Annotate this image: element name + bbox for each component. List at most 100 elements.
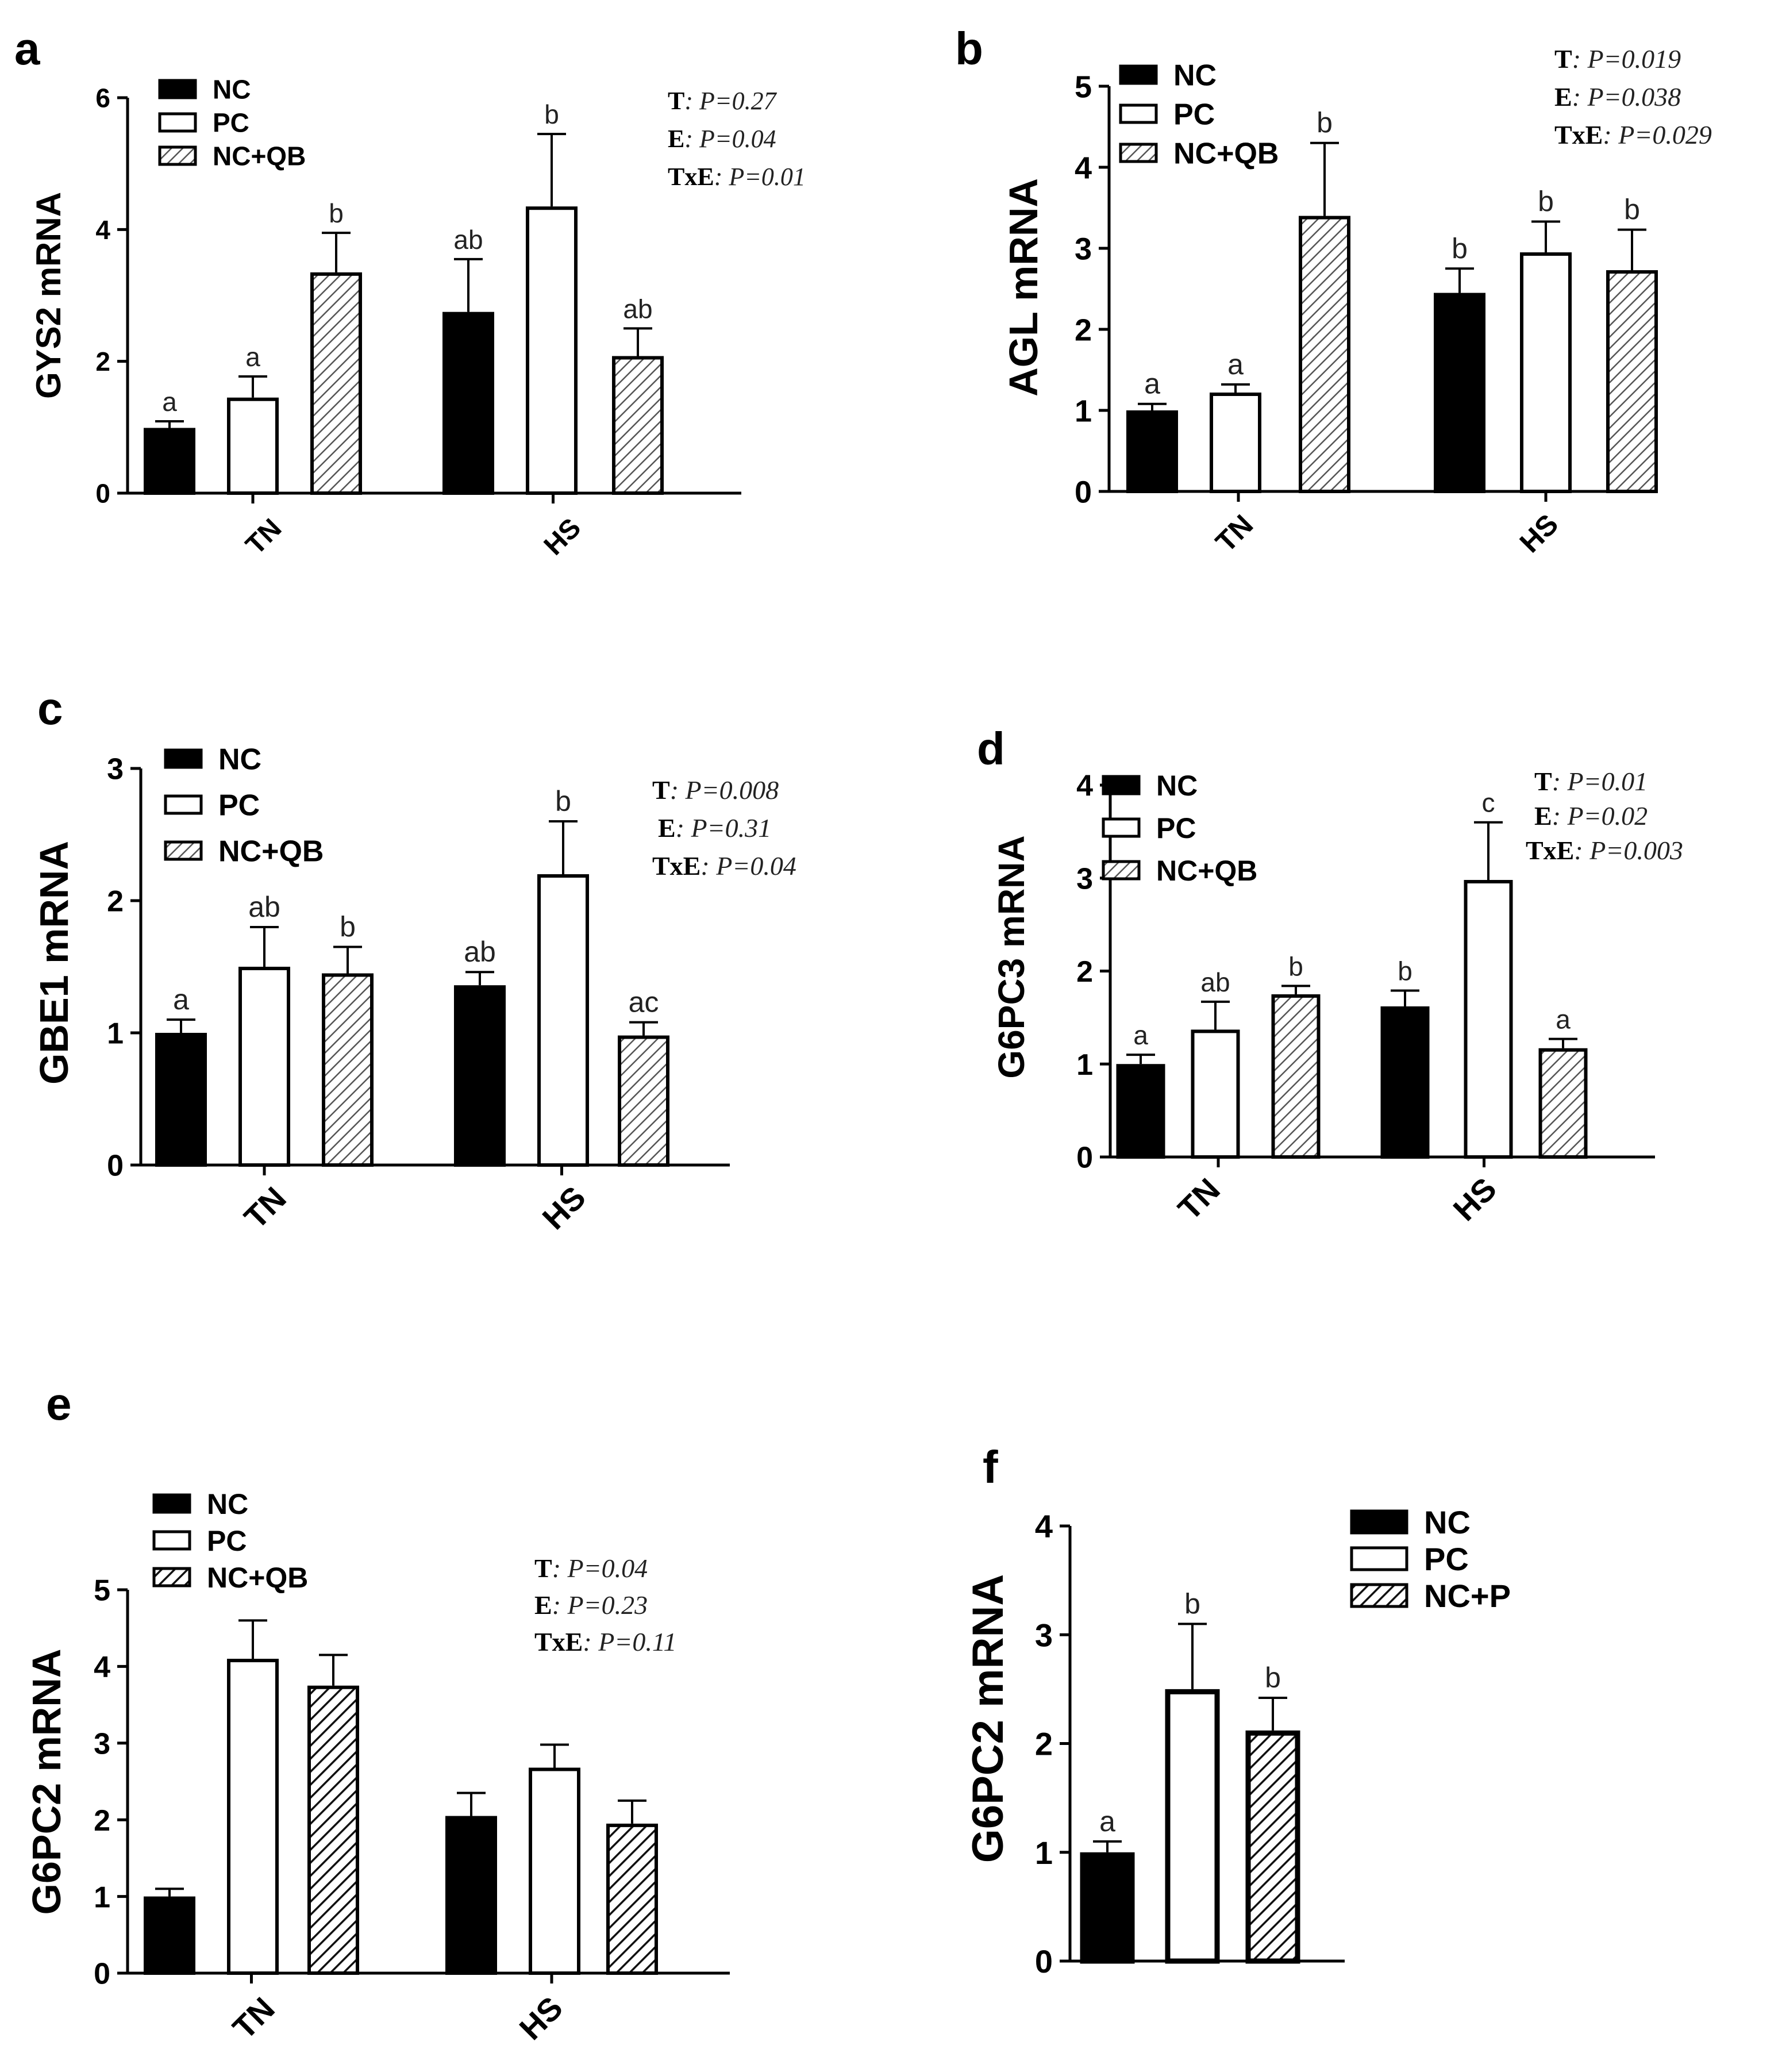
- stat-line: T: P=0.04: [534, 1554, 648, 1583]
- stat-key: E: [668, 125, 684, 153]
- stat-line: TxE: P=0.11: [534, 1627, 676, 1656]
- legend-label: PC: [1173, 98, 1215, 132]
- x-category-label: TN: [1171, 1171, 1227, 1227]
- legend-swatch: [152, 1530, 191, 1551]
- legend-label: NC+P: [1424, 1578, 1511, 1614]
- stat-colon: :: [701, 851, 716, 881]
- bar-nc-qb-hs: [1538, 1048, 1588, 1159]
- x-category-label: HS: [1514, 508, 1565, 559]
- bar-nc-hs: [442, 312, 494, 495]
- bar-nc-qb-tn: [310, 272, 362, 495]
- legend-label: PC: [218, 789, 260, 822]
- stat-value: P=0.019: [1587, 44, 1681, 74]
- legend-label: NC: [1424, 1504, 1471, 1540]
- significance-letter: a: [1556, 1005, 1571, 1035]
- stat-value: P=0.11: [598, 1627, 676, 1656]
- bar-pc-hs: [1520, 252, 1572, 493]
- bar-pc-tn: [1210, 392, 1261, 493]
- legend-label: NC+QB: [1173, 137, 1279, 171]
- significance-letter: ab: [1200, 967, 1230, 997]
- significance-letter: a: [173, 983, 189, 1016]
- significance-letter: a: [1099, 1805, 1115, 1837]
- significance-letter: c: [1482, 788, 1495, 818]
- stat-colon: :: [1572, 44, 1588, 74]
- significance-letter: b: [555, 785, 571, 817]
- stat-colon: :: [1552, 801, 1568, 831]
- significance-letter: b: [544, 99, 559, 129]
- panel-letter: b: [955, 23, 983, 74]
- stat-value: P=0.04: [699, 125, 776, 153]
- stat-colon: :: [1603, 120, 1618, 149]
- stat-value: P=0.008: [685, 775, 779, 805]
- stat-line: E: P=0.31: [658, 813, 771, 843]
- significance-letter: b: [1317, 107, 1333, 139]
- stat-colon: :: [714, 163, 729, 191]
- legend-swatch: [1102, 775, 1141, 795]
- stat-colon: :: [1552, 767, 1568, 796]
- legend-swatch: [1350, 1546, 1408, 1571]
- bar-nc-hs: [445, 1816, 497, 1975]
- legend-label: PC: [213, 108, 249, 138]
- bar-nc-hs: [1434, 293, 1485, 493]
- y-tick-label: 5: [94, 1574, 110, 1608]
- y-tick-label: 5: [1075, 70, 1092, 104]
- stat-line: E: P=0.038: [1554, 82, 1681, 112]
- bar-nc-qb-hs: [606, 1823, 658, 1975]
- x-category-label: HS: [535, 1179, 592, 1236]
- legend-swatch: [152, 1493, 191, 1514]
- stat-line: E: P=0.02: [1534, 801, 1648, 831]
- stat-line: TxE: P=0.01: [668, 163, 806, 191]
- stat-value: P=0.27: [699, 87, 778, 115]
- bar-nc-qb-tn: [307, 1685, 359, 1975]
- significance-letter: b: [329, 198, 344, 228]
- bar-pc-hs: [1464, 879, 1513, 1159]
- y-tick-label: 2: [1075, 313, 1092, 347]
- x-category-label: TN: [240, 513, 288, 561]
- significance-letter: ab: [464, 936, 496, 968]
- significance-letter: b: [1184, 1587, 1200, 1620]
- stat-value: P=0.01: [1567, 767, 1648, 796]
- legend-swatch: [158, 112, 197, 133]
- stat-value: P=0.31: [691, 813, 772, 843]
- stat-colon: :: [552, 1554, 568, 1583]
- stat-key: E: [1554, 82, 1572, 112]
- bar-nc-qb-tn: [322, 973, 374, 1167]
- chart-panel-c: c 0 1 2 3 GBE1 mRNA TN HS a ab ab b b ac NC PC NC+QB T: P…: [32, 683, 796, 1236]
- stat-key: TxE: [652, 851, 701, 881]
- y-tick-label: 0: [94, 1958, 110, 1991]
- stat-key: T: [534, 1554, 552, 1583]
- significance-letter: ab: [453, 225, 483, 255]
- stat-value: P=0.23: [567, 1590, 648, 1620]
- x-category-label: HS: [1446, 1170, 1503, 1228]
- stat-colon: :: [676, 813, 691, 843]
- y-tick-label: 0: [1076, 1141, 1093, 1175]
- y-tick-label: 2: [1076, 955, 1093, 989]
- legend-label: NC+QB: [207, 1562, 308, 1594]
- bar-pc-tn: [238, 967, 290, 1167]
- panel-letter: c: [37, 683, 63, 734]
- legend-label: PC: [1424, 1541, 1469, 1577]
- legend-label: NC: [1173, 59, 1217, 93]
- bar-pc-tn: [227, 397, 279, 495]
- y-tick-label: 1: [1035, 1835, 1053, 1871]
- bar-pc-tn: [1191, 1029, 1240, 1159]
- y-axis-label: G6PC2 mRNA: [24, 1649, 69, 1915]
- bar-nc-p-group: [1245, 1730, 1300, 1964]
- bar-nc-qb-tn: [1299, 216, 1350, 493]
- stat-key: TxE: [1554, 120, 1603, 149]
- stat-key: E: [658, 813, 676, 843]
- y-tick-label: 3: [1076, 862, 1093, 895]
- y-tick-label: 3: [1035, 1617, 1053, 1653]
- legend-label: PC: [1156, 812, 1196, 844]
- chart-panel-b: b 0 1 2 3 4 5 AGL mRNA TN HS a b a b b b NC PC NC+QB T: P=0…: [955, 23, 1712, 559]
- y-axis-label: G6PC3 mRNA: [991, 835, 1032, 1078]
- y-tick-label: 4: [95, 215, 110, 245]
- y-tick-label: 1: [107, 1017, 124, 1051]
- stat-value: P=0.04: [567, 1554, 648, 1583]
- stat-key: T: [652, 775, 670, 805]
- significance-letter: b: [1398, 956, 1412, 986]
- y-tick-label: 1: [94, 1881, 110, 1914]
- stat-value: P=0.01: [728, 163, 806, 191]
- legend-swatch: [1119, 143, 1158, 163]
- stat-key: T: [1554, 44, 1572, 74]
